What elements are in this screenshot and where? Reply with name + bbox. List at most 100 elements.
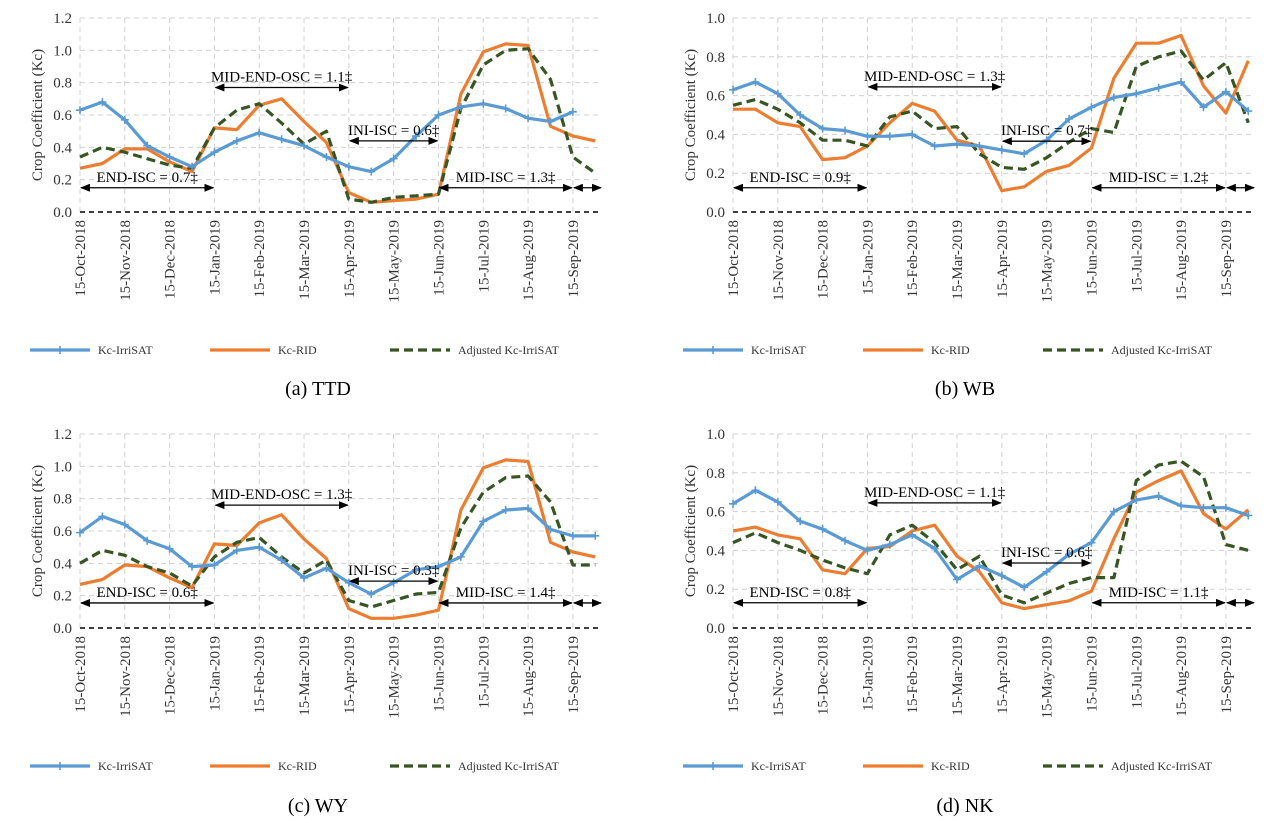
data-point-marker (367, 167, 376, 176)
y-tick-label: 1.0 (706, 427, 725, 443)
data-point-marker (796, 517, 805, 526)
data-point-marker (98, 98, 107, 107)
data-point-marker (568, 531, 577, 540)
data-point-marker (885, 132, 894, 141)
data-point-marker (1132, 495, 1141, 504)
y-tick-label: 1.0 (706, 11, 725, 27)
data-point-marker (412, 565, 421, 574)
x-tick-label: 15-Apr-2019 (995, 220, 1011, 298)
data-point-marker (1020, 149, 1029, 158)
data-point-marker (143, 141, 152, 150)
data-point-marker (434, 111, 443, 119)
annotation-label: MID-END-OSC = 1.3‡ (864, 69, 1006, 85)
y-axis-title: Crop Coefficient (Kc) (30, 49, 46, 181)
data-point-marker (1177, 501, 1186, 510)
legend: Kc-IrriSAT Kc-RID Adjusted Kc-IrriSAT (30, 343, 560, 357)
legend-label: Kc-IrriSAT (98, 343, 153, 357)
x-tick-label: 15-Feb-2019 (905, 220, 921, 298)
data-point-marker (841, 126, 850, 135)
panel-caption: (c) WY (288, 795, 348, 817)
y-tick-label: 0.4 (53, 140, 72, 156)
chart-panel-1: 0.0 0.2 0.4 0.6 0.8 1.0 1.2 15-Oct-2018 15-Nov-2… (30, 11, 602, 400)
x-tick-label: 15-Dec-2018 (163, 220, 179, 299)
data-point-marker (1042, 567, 1051, 576)
data-point-marker (1154, 83, 1163, 92)
data-point-marker (165, 153, 174, 162)
series-line-kc-irrisat (732, 80, 1250, 156)
data-point-marker (120, 115, 129, 124)
x-tick-label: 15-Aug-2019 (1174, 220, 1190, 301)
data-point-marker (76, 106, 84, 115)
y-axis-title: Crop Coefficient (Kc) (30, 465, 46, 597)
legend-marker (56, 762, 64, 770)
x-tick-label: 15-May-2019 (1040, 636, 1056, 719)
data-point-marker (975, 561, 984, 570)
series-line-adjusted-kc-irrisat (732, 459, 1249, 605)
panel-caption: (b) WB (935, 378, 995, 400)
data-point-marker (1221, 503, 1230, 512)
data-point-marker (277, 556, 286, 565)
y-tick-label: 0.4 (53, 556, 72, 572)
legend: Kc-IrriSAT Kc-RID Adjusted Kc-IrriSAT (30, 759, 560, 773)
panel-caption: (d) NK (936, 795, 994, 817)
legend-marker (56, 346, 64, 354)
legend-label: Kc-RID (278, 343, 317, 357)
data-point-marker (796, 111, 805, 119)
x-tick-label: 15-Nov-2018 (771, 220, 787, 301)
y-tick-label: 0.6 (706, 505, 725, 521)
x-tick-label: 15-Dec-2018 (816, 636, 832, 715)
y-tick-label: 0.8 (53, 76, 72, 92)
data-point-marker (1109, 93, 1118, 102)
data-point-marker (434, 562, 443, 571)
legend-label: Adjusted Kc-IrriSAT (458, 759, 560, 773)
data-point-marker (729, 499, 737, 508)
x-tick-label: 15-Sep-2019 (566, 636, 582, 714)
legend-label: Kc-IrriSAT (751, 343, 806, 357)
x-tick-label: 15-Aug-2019 (1174, 636, 1190, 717)
y-tick-label: 0.8 (706, 466, 725, 482)
data-point-marker (210, 148, 219, 157)
annotation-label: MID-ISC = 1.1‡ (1109, 585, 1209, 601)
y-tick-label: 0.0 (53, 205, 72, 221)
legend-marker (709, 762, 717, 770)
data-point-marker (885, 540, 894, 549)
chart-panel-2: 0.0 0.2 0.4 0.6 0.8 1.0 15-Oct-2018 15-Nov-2018… (683, 11, 1255, 400)
data-point-marker (1109, 507, 1118, 516)
data-point-marker (818, 124, 827, 133)
data-point-marker (479, 517, 488, 526)
y-tick-label: 0.8 (706, 50, 725, 66)
legend-label: Adjusted Kc-IrriSAT (1111, 759, 1213, 773)
data-point-marker (501, 505, 510, 514)
legend-marker (709, 346, 717, 354)
annotation-label: INI-ISC = 0.6‡ (1001, 545, 1093, 561)
legend-label: Kc-RID (931, 343, 970, 357)
x-tick-label: 15-Apr-2019 (342, 636, 358, 714)
annotation-label: END-ISC = 0.8‡ (750, 585, 852, 601)
data-point-marker (953, 140, 962, 149)
data-point-marker (255, 543, 264, 552)
x-tick-label: 15-Sep-2019 (566, 220, 582, 298)
annotation-label: MID-END-OSC = 1.1‡ (864, 485, 1006, 501)
y-tick-label: 0.0 (53, 621, 72, 637)
x-tick-label: 15-Jan-2019 (207, 636, 223, 711)
data-point-marker (908, 530, 917, 539)
data-point-marker (524, 114, 533, 123)
y-tick-label: 0.8 (53, 492, 72, 508)
x-tick-label: 15-Oct-2018 (726, 220, 742, 297)
legend-label: Kc-IrriSAT (98, 759, 153, 773)
data-point-marker (300, 141, 309, 150)
series-line-adjusted-kc-irrisat (79, 47, 597, 204)
data-point-marker (1065, 114, 1074, 123)
x-tick-label: 15-Jan-2019 (860, 220, 876, 295)
data-point-marker (1154, 492, 1163, 501)
y-tick-label: 0.2 (53, 589, 72, 605)
data-point-marker (1221, 87, 1230, 96)
data-point-marker (751, 78, 760, 87)
data-point-marker (773, 89, 782, 98)
x-tick-label: 15-Jun-2019 (1084, 220, 1100, 296)
x-tick-label: 15-Apr-2019 (342, 220, 358, 298)
x-tick-label: 15-Aug-2019 (521, 220, 537, 301)
data-point-marker (818, 525, 827, 534)
series-line-adjusted-kc-irrisat (79, 474, 596, 609)
data-point-marker (591, 531, 600, 540)
